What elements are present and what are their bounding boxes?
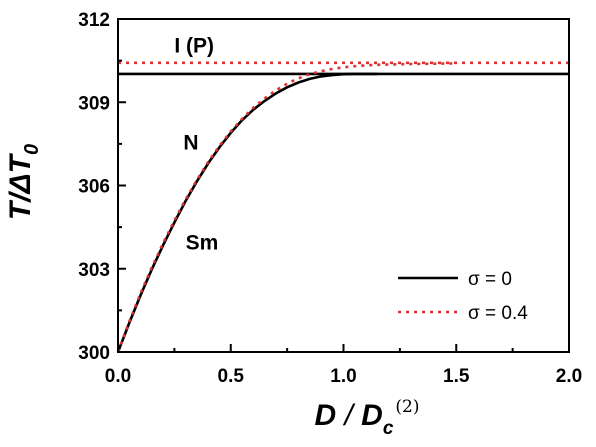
legend: σ = 0 σ = 0.4: [398, 269, 528, 324]
tick-labels-layer: 0.0 0.5 1.0 1.5 2.0 300 303 306 309 312: [78, 10, 582, 387]
ticks-layer: [117, 18, 570, 353]
series-line-1: [116, 72, 378, 353]
x-label-sup: (2): [395, 397, 419, 417]
x-tick-label: 1.5: [443, 366, 470, 387]
y-tick-label: 309: [78, 93, 110, 114]
y-label-sub: 0: [21, 144, 43, 155]
y-tick-label: 306: [78, 177, 110, 198]
y-label-main: T/ΔT: [4, 152, 37, 220]
y-tick-label: 300: [78, 343, 110, 364]
x-label-denom: D: [361, 399, 383, 432]
series-line-2: [116, 62, 457, 353]
x-axis-label: D / Dc(2): [314, 397, 419, 439]
x-label-sub: c: [383, 418, 394, 439]
x-tick-label: 1.0: [330, 366, 356, 387]
region-label: Sm: [186, 231, 219, 254]
region-label: I (P): [174, 34, 214, 57]
region-label: N: [183, 131, 198, 154]
legend-label-2: σ = 0.4: [468, 303, 528, 324]
x-label-main: D: [314, 399, 336, 432]
y-tick-label: 312: [78, 10, 110, 31]
y-tick-label: 303: [78, 260, 110, 281]
x-tick-label: 2.0: [556, 366, 582, 387]
x-tick-label: 0.5: [218, 366, 245, 387]
y-axis-label: T/ΔT0: [4, 144, 43, 220]
x-label-sep: /: [336, 399, 361, 432]
legend-label-1: σ = 0: [468, 269, 512, 290]
x-tick-label: 0.0: [105, 366, 131, 387]
region-labels-layer: I (P) N Sm: [174, 34, 218, 254]
curves-layer: [116, 61, 569, 353]
